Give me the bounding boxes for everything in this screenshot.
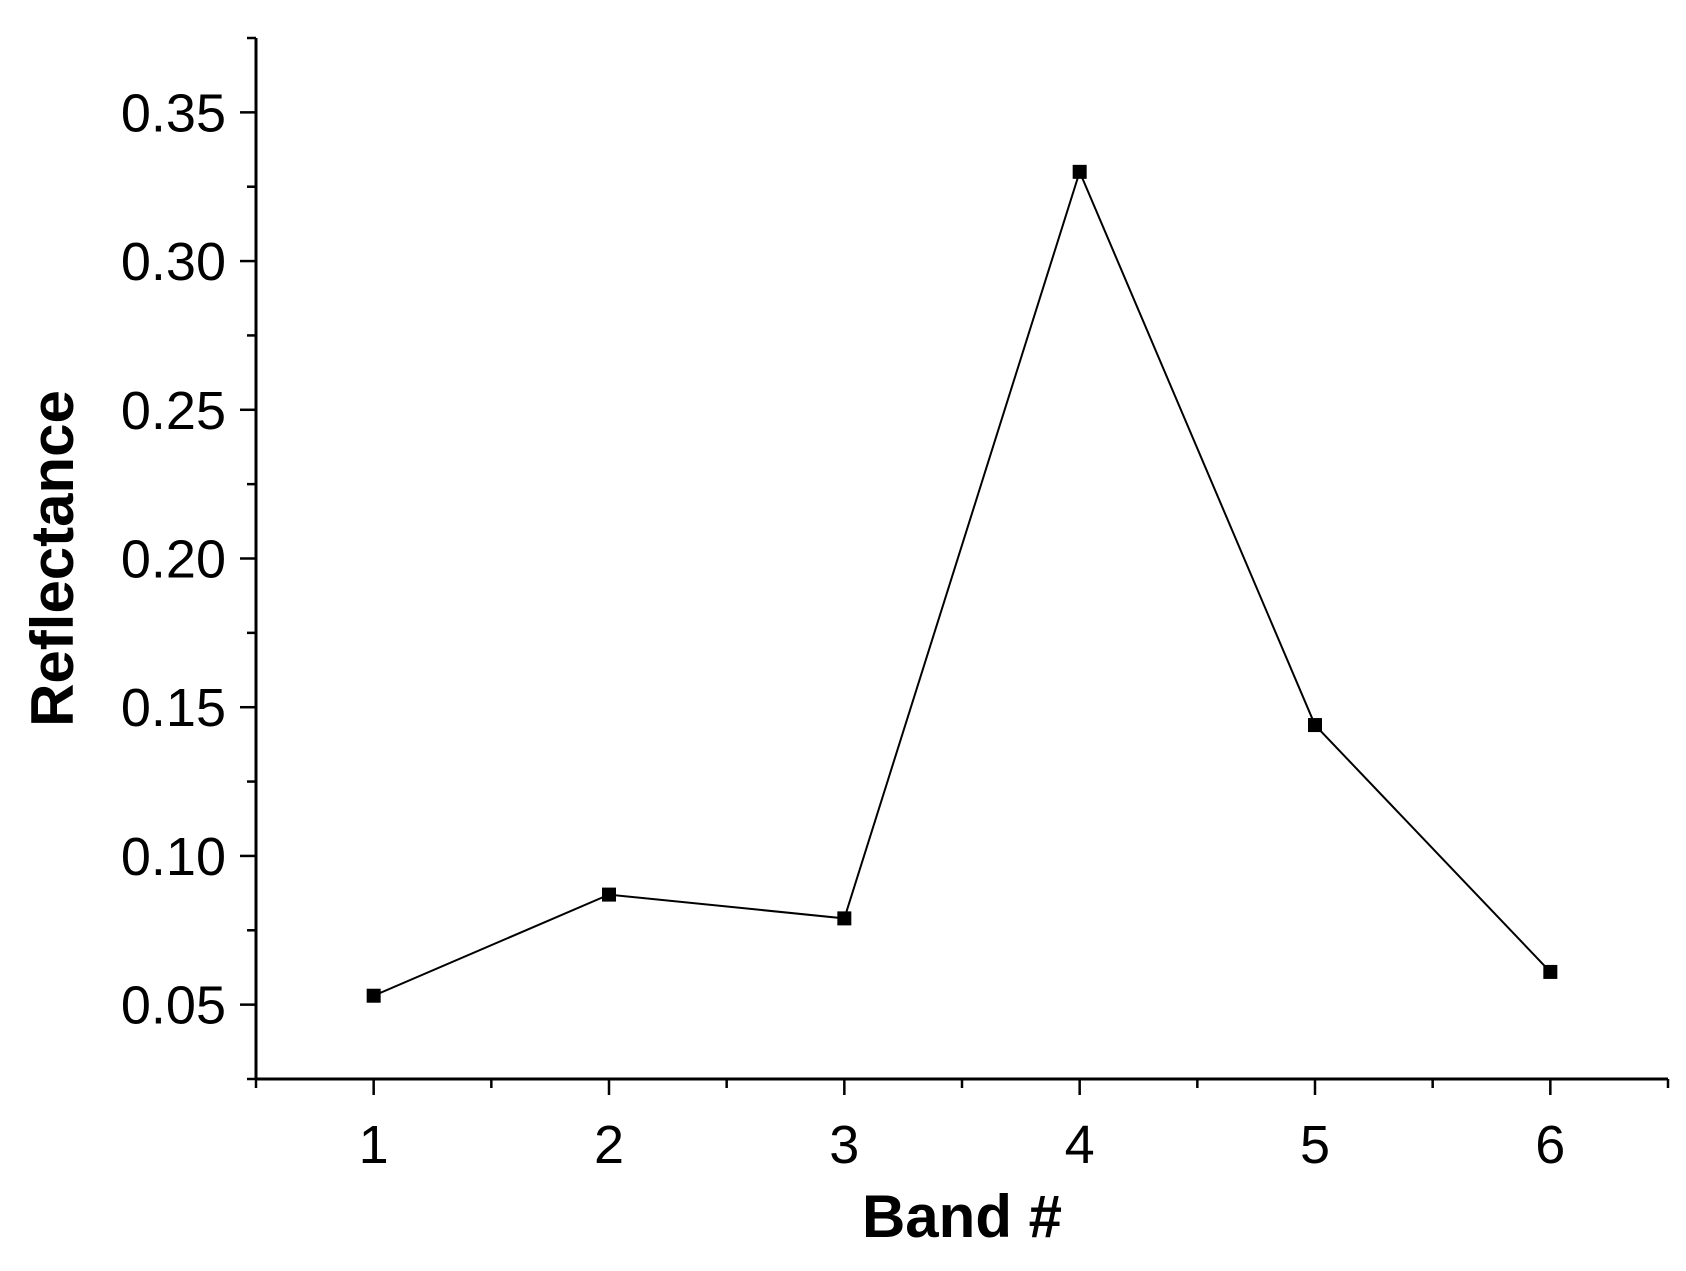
data-point <box>1543 965 1557 979</box>
data-point <box>602 888 616 902</box>
y-tick-label: 0.15 <box>121 678 226 738</box>
y-tick-label: 0.10 <box>121 827 226 887</box>
x-tick-label: 4 <box>1065 1115 1095 1175</box>
data-point <box>1073 165 1087 179</box>
data-point <box>837 911 851 925</box>
x-tick-label: 5 <box>1300 1115 1330 1175</box>
y-tick-label: 0.05 <box>121 976 226 1036</box>
y-tick-label: 0.30 <box>121 232 226 292</box>
data-point <box>1308 718 1322 732</box>
x-tick-label: 3 <box>829 1115 859 1175</box>
y-tick-label: 0.35 <box>121 83 226 143</box>
x-tick-label: 2 <box>594 1115 624 1175</box>
y-tick-label: 0.25 <box>121 381 226 441</box>
y-axis-title: Reflectance <box>19 390 86 727</box>
x-tick-label: 1 <box>359 1115 389 1175</box>
data-point <box>367 989 381 1003</box>
x-axis-title: Band # <box>862 1183 1062 1250</box>
y-tick-label: 0.20 <box>121 530 226 590</box>
x-tick-label: 6 <box>1535 1115 1565 1175</box>
